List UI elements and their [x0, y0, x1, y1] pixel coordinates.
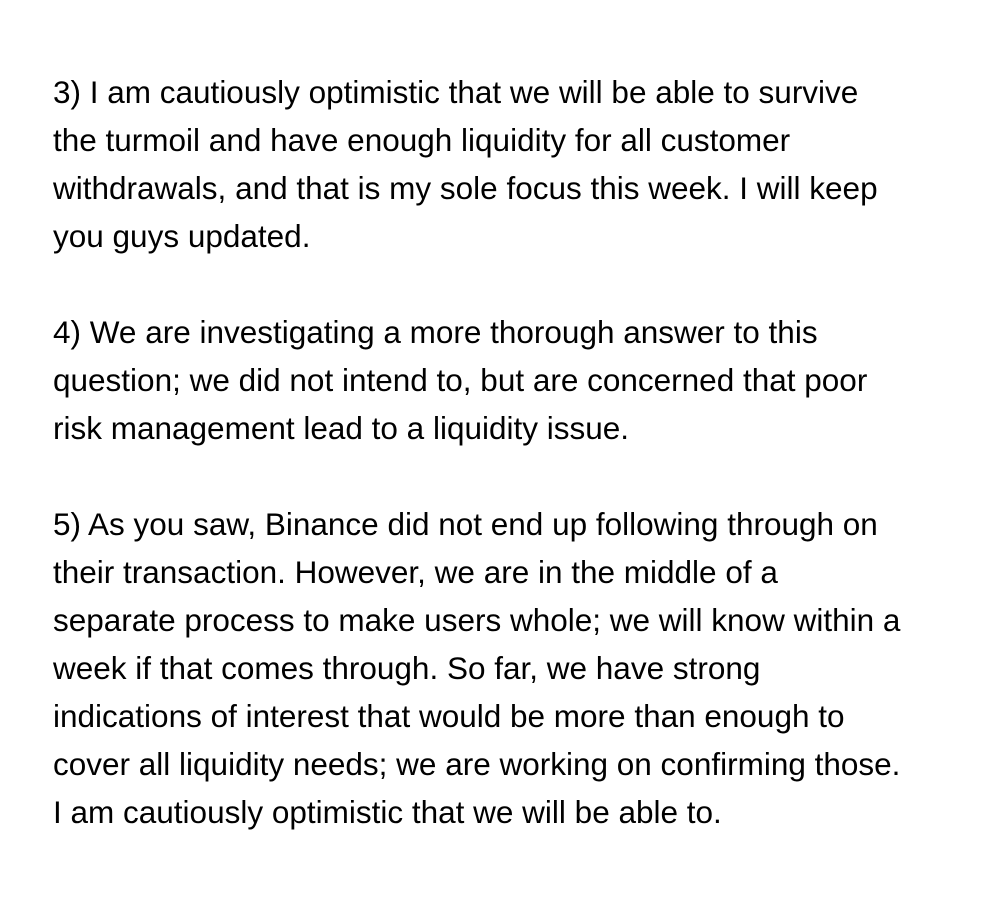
paragraph-line: 3) I am cautiously optimistic that we wi…	[53, 74, 859, 110]
paragraph-line: risk management lead to a liquidity issu…	[53, 410, 630, 446]
paragraph-3: 3) I am cautiously optimistic that we wi…	[53, 68, 983, 260]
document-body: 3) I am cautiously optimistic that we wi…	[53, 68, 983, 836]
paragraph-5: 5) As you saw, Binance did not end up fo…	[53, 500, 983, 836]
paragraph-line: their transaction. However, we are in th…	[53, 554, 778, 590]
paragraph-line: withdrawals, and that is my sole focus t…	[53, 170, 878, 206]
paragraph-line: 5) As you saw, Binance did not end up fo…	[53, 506, 878, 542]
paragraph-line: question; we did not intend to, but are …	[53, 362, 868, 398]
paragraph-line: cover all liquidity needs; we are workin…	[53, 746, 901, 782]
paragraph-4: 4) We are investigating a more thorough …	[53, 308, 983, 452]
paragraph-line: 4) We are investigating a more thorough …	[53, 314, 818, 350]
paragraph-line: the turmoil and have enough liquidity fo…	[53, 122, 791, 158]
paragraph-line: I am cautiously optimistic that we will …	[53, 794, 722, 830]
paragraph-line: indications of interest that would be mo…	[53, 698, 845, 734]
paragraph-line: week if that comes through. So far, we h…	[53, 650, 761, 686]
paragraph-line: separate process to make users whole; we…	[53, 602, 901, 638]
paragraph-line: you guys updated.	[53, 218, 311, 254]
